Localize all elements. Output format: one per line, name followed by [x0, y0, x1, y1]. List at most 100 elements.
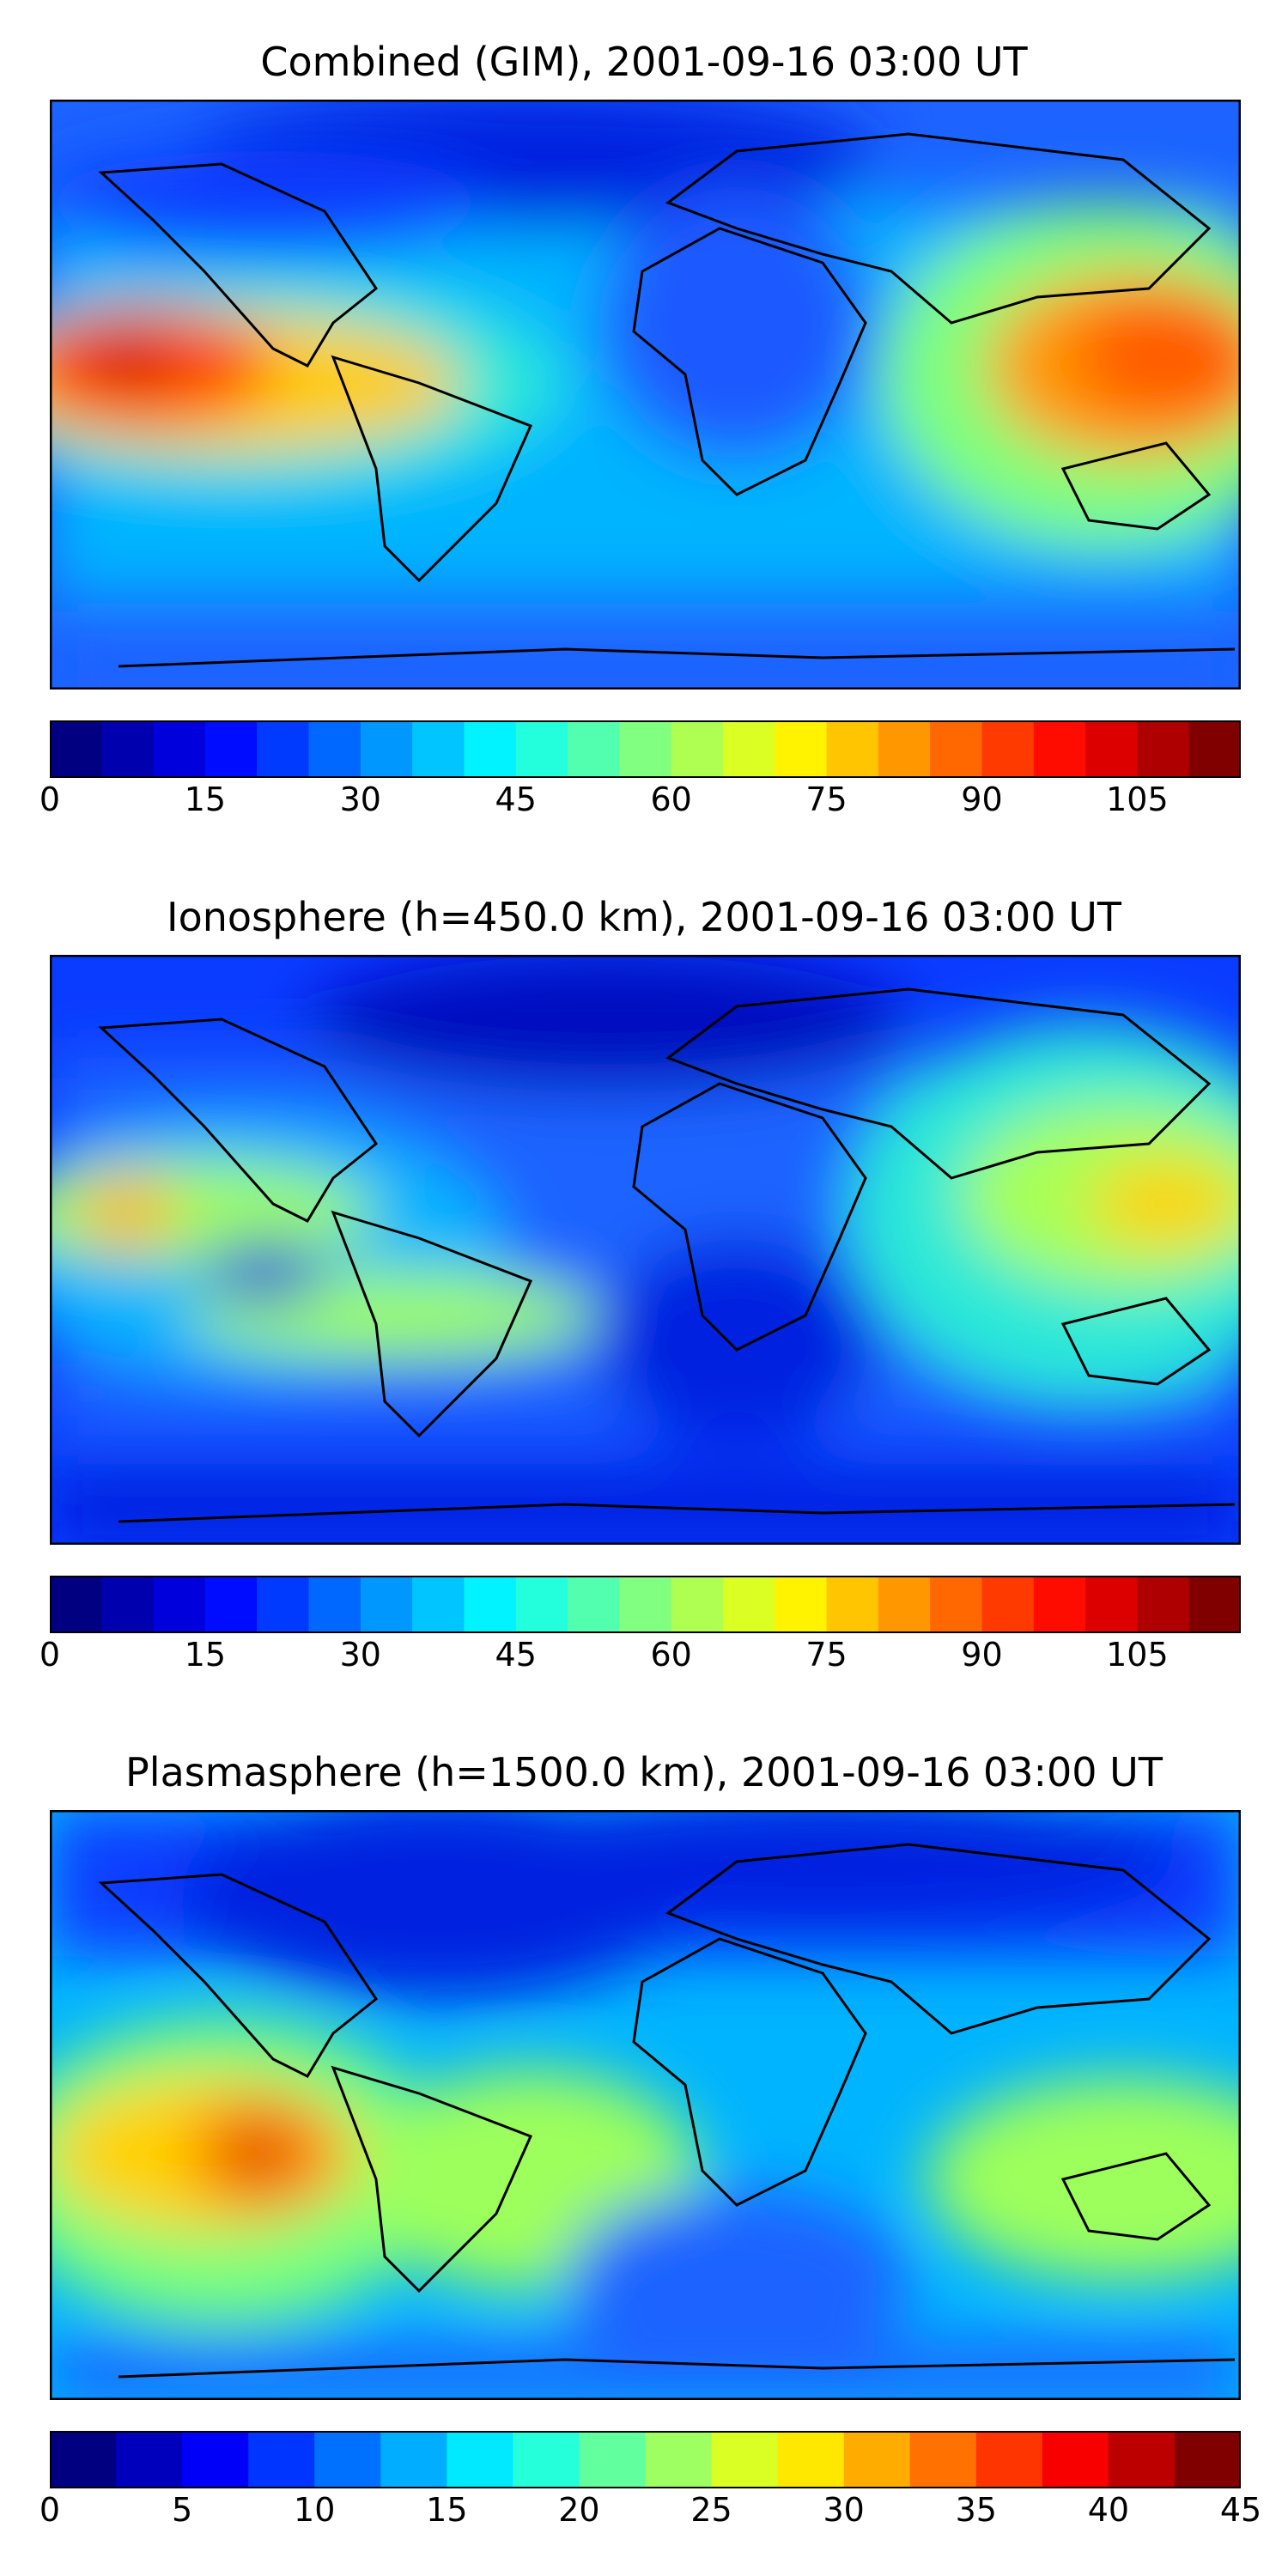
colorbar-tick-label: 15 — [184, 781, 227, 818]
colorbar-tick-label: 0 — [39, 2491, 61, 2529]
colorbar-tick-label: 45 — [1219, 2491, 1262, 2529]
colorbar-bin — [981, 1576, 1035, 1633]
colorbar-tick-label: 105 — [1106, 781, 1169, 818]
colorbar-tick-label: 45 — [495, 781, 537, 818]
colorbar-bin — [412, 1576, 465, 1633]
colorbar-bin — [50, 1576, 102, 1633]
colorbar-bin — [775, 1576, 828, 1633]
colorbar-bin — [579, 2431, 647, 2488]
combined-map — [50, 100, 1241, 690]
colorbar-tick-label: 40 — [1087, 2491, 1130, 2529]
colorbar-tick-label: 30 — [339, 781, 381, 818]
colorbar-bin — [568, 1576, 620, 1633]
colorbar-bin — [826, 720, 879, 778]
colorbar-tick-label: 0 — [39, 1636, 61, 1674]
colorbar-tick-label: 5 — [172, 2491, 193, 2529]
colorbar-bin — [777, 2431, 845, 2488]
colorbar-bin — [975, 2431, 1043, 2488]
colorbar-tick-label: 35 — [955, 2491, 997, 2529]
colorbar-tick-label: 15 — [184, 1636, 227, 1674]
plasmasphere-map — [50, 1810, 1241, 2400]
colorbar-bin — [447, 2431, 513, 2488]
combined-title: Combined (GIM), 2001-09-16 03:00 UT — [260, 39, 1028, 85]
colorbar-bin — [515, 1576, 568, 1633]
colorbar-bin — [116, 2431, 183, 2488]
colorbar-bin — [1137, 1576, 1190, 1633]
colorbar-tick-label: 30 — [823, 2491, 865, 2529]
colorbar-bin — [1174, 2431, 1241, 2488]
colorbar-tick-label: 75 — [805, 781, 848, 818]
colorbar-tick-label: 60 — [650, 1636, 692, 1674]
colorbar-bin — [153, 1576, 206, 1633]
colorbar-bin — [878, 720, 931, 778]
colorbar-bin — [257, 720, 310, 778]
colorbar-bin — [513, 2431, 580, 2488]
colorbar-bin — [257, 1576, 310, 1633]
colorbar-bin — [1085, 1576, 1138, 1633]
colorbar-bin — [619, 720, 672, 778]
colorbar-bin — [182, 2431, 249, 2488]
colorbar-bin — [645, 2431, 713, 2488]
colorbar-bin — [619, 1576, 672, 1633]
colorbar-bin — [464, 1576, 517, 1633]
colorbar-bin — [826, 1576, 879, 1633]
colorbar-bin — [204, 1576, 258, 1633]
colorbar-bin — [412, 720, 465, 778]
colorbar-tick-label: 45 — [495, 1636, 537, 1674]
colorbar-bin — [671, 720, 724, 778]
colorbar-tick-label: 105 — [1106, 1636, 1169, 1674]
colorbar-bin — [981, 720, 1035, 778]
colorbar-bin — [1108, 2431, 1176, 2488]
colorbar-tick-label: 90 — [961, 781, 1003, 818]
colorbar-bin — [1085, 720, 1138, 778]
colorbar-tick-label: 60 — [650, 781, 692, 818]
colorbar-bin — [50, 720, 102, 778]
colorbar-bin — [1033, 720, 1086, 778]
plasmasphere-title: Plasmasphere (h=1500.0 km), 2001-09-16 0… — [125, 1749, 1163, 1795]
colorbar-bin — [930, 1576, 983, 1633]
colorbar-bin — [671, 1576, 724, 1633]
colorbar-bin — [380, 2431, 447, 2488]
colorbar-bin — [568, 720, 620, 778]
colorbar-bin — [360, 1576, 413, 1633]
colorbar-tick-label: 90 — [961, 1636, 1003, 1674]
colorbar-tick-label: 25 — [690, 2491, 732, 2529]
colorbar-bin — [843, 2431, 911, 2488]
colorbar-bin — [1188, 1576, 1241, 1633]
colorbar-bin — [464, 720, 517, 778]
colorbar-frame — [50, 720, 1241, 778]
colorbar-bin — [308, 720, 361, 778]
plasmasphere-colorbar — [50, 2431, 1241, 2488]
colorbar-frame — [50, 2431, 1241, 2488]
colorbar-bin — [101, 720, 155, 778]
colorbar-bin — [314, 2431, 381, 2488]
colorbar-bin — [204, 720, 258, 778]
colorbar-bin — [878, 1576, 931, 1633]
colorbar-bin — [722, 720, 775, 778]
colorbar-tick-label: 30 — [339, 1636, 381, 1674]
colorbar-tick-label: 0 — [39, 781, 61, 818]
ionosphere-title: Ionosphere (h=450.0 km), 2001-09-16 03:0… — [167, 894, 1121, 940]
colorbar-bin — [308, 1576, 361, 1633]
combined-colorbar — [50, 720, 1241, 778]
colorbar-bin — [360, 720, 413, 778]
colorbar-tick-label: 15 — [426, 2491, 468, 2529]
colorbar-bin — [1137, 720, 1190, 778]
colorbar-bin — [775, 720, 828, 778]
colorbar-bin — [722, 1576, 775, 1633]
colorbar-frame — [50, 1576, 1241, 1633]
colorbar-tick-label: 10 — [294, 2491, 336, 2529]
colorbar-tick-label: 75 — [805, 1636, 848, 1674]
colorbar-bin — [1042, 2431, 1109, 2488]
ionosphere-colorbar — [50, 1576, 1241, 1633]
colorbar-bin — [930, 720, 983, 778]
colorbar-bin — [153, 720, 206, 778]
colorbar-bin — [1033, 1576, 1086, 1633]
colorbar-bin — [248, 2431, 315, 2488]
colorbar-tick-label: 20 — [558, 2491, 600, 2529]
colorbar-bin — [711, 2431, 779, 2488]
colorbar-bin — [101, 1576, 155, 1633]
colorbar-bin — [50, 2431, 117, 2488]
ionosphere-map — [50, 955, 1241, 1545]
colorbar-bin — [515, 720, 568, 778]
